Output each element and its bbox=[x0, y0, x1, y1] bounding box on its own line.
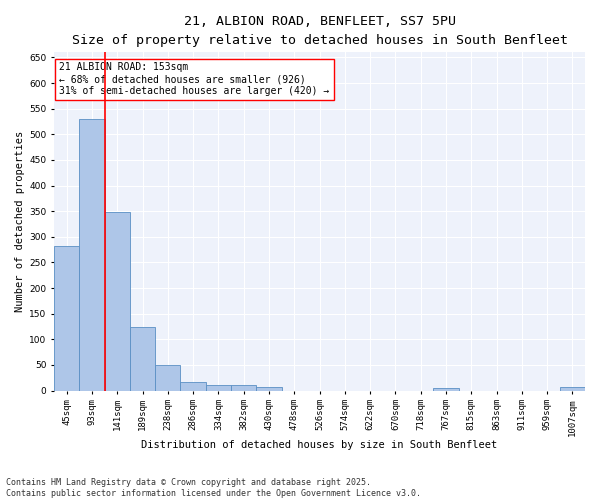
Bar bbox=[155, 365, 181, 390]
Bar bbox=[231, 386, 256, 390]
Bar bbox=[206, 385, 231, 390]
X-axis label: Distribution of detached houses by size in South Benfleet: Distribution of detached houses by size … bbox=[142, 440, 497, 450]
Bar bbox=[256, 388, 281, 390]
Bar bbox=[181, 382, 206, 390]
Text: 21 ALBION ROAD: 153sqm
← 68% of detached houses are smaller (926)
31% of semi-de: 21 ALBION ROAD: 153sqm ← 68% of detached… bbox=[59, 62, 329, 96]
Bar bbox=[54, 246, 79, 390]
Bar bbox=[433, 388, 458, 390]
Title: 21, ALBION ROAD, BENFLEET, SS7 5PU
Size of property relative to detached houses : 21, ALBION ROAD, BENFLEET, SS7 5PU Size … bbox=[71, 15, 568, 47]
Bar bbox=[130, 326, 155, 390]
Bar bbox=[79, 119, 104, 390]
Bar bbox=[104, 212, 130, 390]
Y-axis label: Number of detached properties: Number of detached properties bbox=[15, 131, 25, 312]
Text: Contains HM Land Registry data © Crown copyright and database right 2025.
Contai: Contains HM Land Registry data © Crown c… bbox=[6, 478, 421, 498]
Bar bbox=[560, 388, 585, 390]
